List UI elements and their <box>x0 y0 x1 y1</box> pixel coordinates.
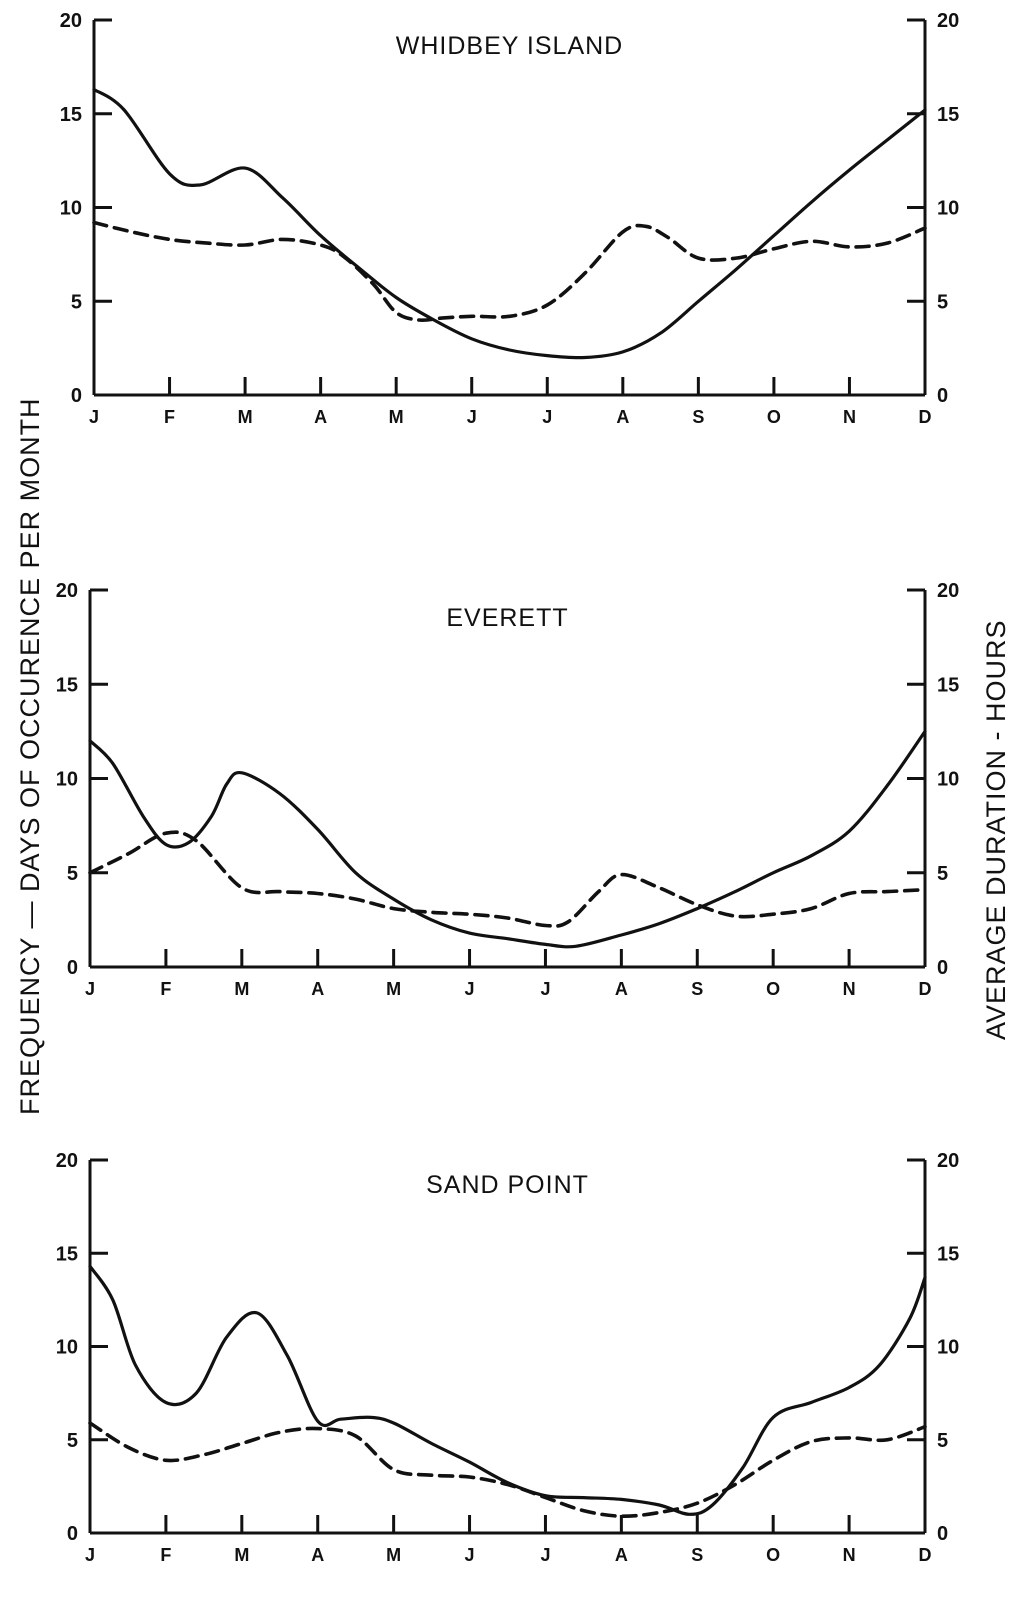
x-tick-label: J <box>89 407 99 427</box>
x-tick-label: N <box>843 1545 856 1565</box>
x-tick-label: F <box>160 979 171 999</box>
dashed-series-line-whidbey <box>92 220 927 323</box>
y-tick-label-right: 10 <box>937 769 959 791</box>
x-tick-label: A <box>616 407 629 427</box>
y-tick-label-left: 10 <box>56 769 78 791</box>
y-tick-label-right: 15 <box>937 104 959 126</box>
y-tick-label-right: 5 <box>937 863 948 885</box>
x-tick-label: O <box>767 407 781 427</box>
y-tick-label-left: 15 <box>60 104 82 126</box>
y-tick-label-left: 0 <box>67 957 78 979</box>
x-tick-label: J <box>465 1545 475 1565</box>
x-tick-label: M <box>238 407 253 427</box>
y-tick-label-left: 20 <box>56 1150 78 1172</box>
dashed-series-line-sand-point <box>88 1421 927 1519</box>
x-tick-label: J <box>465 979 475 999</box>
chart-title-sand-point: SAND POINT <box>426 1171 589 1199</box>
x-tick-label: D <box>919 979 932 999</box>
y-tick-label-right: 5 <box>937 1430 948 1452</box>
chart-panel-everett: 0 0 5 5 10 10 15 15 20 20 J F M A M J J A S O N D EVERETT <box>56 580 960 999</box>
y-tick-label-left: 10 <box>60 198 82 220</box>
y-tick-label-right: 10 <box>937 198 959 220</box>
y-tick-label-right: 0 <box>937 957 948 979</box>
x-tick-label: S <box>691 979 703 999</box>
x-tick-label: D <box>919 1545 932 1565</box>
x-tick-label: M <box>234 1545 249 1565</box>
y-tick-label-left: 20 <box>56 580 78 602</box>
x-tick-label: O <box>766 1545 780 1565</box>
x-tick-label: N <box>843 979 856 999</box>
x-tick-label: M <box>386 1545 401 1565</box>
y-tick-label-right: 20 <box>937 1150 959 1172</box>
x-tick-label: D <box>919 407 932 427</box>
y-tick-label-right: 0 <box>937 1523 948 1545</box>
x-tick-label: J <box>540 1545 550 1565</box>
solid-series-line-sand-point <box>88 1264 927 1516</box>
y-tick-label-right: 10 <box>937 1337 959 1359</box>
y-tick-label-left: 0 <box>71 385 82 407</box>
x-tick-label: F <box>160 1545 171 1565</box>
chart-title-whidbey: WHIDBEY ISLAND <box>396 32 623 60</box>
x-tick-label: A <box>615 1545 628 1565</box>
x-tick-label: M <box>389 407 404 427</box>
y-tick-label-left: 15 <box>56 1243 78 1265</box>
dashed-series-line-everett <box>88 830 927 928</box>
solid-series-line-whidbey <box>92 87 927 360</box>
y-tick-label-left: 15 <box>56 674 78 696</box>
y-tick-label-right: 5 <box>937 291 948 313</box>
x-tick-label: J <box>85 1545 95 1565</box>
y-tick-label-right: 20 <box>937 580 959 602</box>
x-tick-label: A <box>615 979 628 999</box>
x-tick-label: A <box>314 407 327 427</box>
solid-series-line-everett <box>88 729 927 949</box>
x-tick-label: J <box>85 979 95 999</box>
y-tick-label-right: 15 <box>937 674 959 696</box>
x-tick-label: A <box>311 979 324 999</box>
right-axis-label: AVERAGE DURATION - HOURS <box>981 619 1011 1040</box>
y-tick-label-left: 5 <box>67 1430 78 1452</box>
y-tick-label-left: 5 <box>71 291 82 313</box>
chart-panel-sand-point: 0 0 5 5 10 10 15 15 20 20 J F M A M J J A S O N D SAND POINT <box>56 1150 960 1565</box>
chart-title-everett: EVERETT <box>446 604 568 632</box>
y-tick-label-right: 0 <box>937 385 948 407</box>
x-tick-label: A <box>311 1545 324 1565</box>
x-tick-label: O <box>766 979 780 999</box>
x-tick-label: N <box>843 407 856 427</box>
x-tick-label: J <box>540 979 550 999</box>
chart-panel-whidbey: 0 0 5 5 10 10 15 15 20 20 J F M A M J J A S O N D WHIDBEY ISLA… <box>60 10 960 427</box>
x-tick-label: J <box>542 407 552 427</box>
x-tick-label: S <box>691 1545 703 1565</box>
left-axis-label: FREQUENCY — DAYS OF OCCURENCE PER MONTH <box>15 397 45 1115</box>
x-tick-label: M <box>234 979 249 999</box>
x-tick-label: J <box>467 407 477 427</box>
y-tick-label-right: 15 <box>937 1243 959 1265</box>
y-tick-label-left: 10 <box>56 1337 78 1359</box>
y-tick-label-left: 5 <box>67 863 78 885</box>
y-tick-label-left: 20 <box>60 10 82 32</box>
x-tick-label: F <box>164 407 175 427</box>
x-tick-label: M <box>386 979 401 999</box>
y-tick-label-left: 0 <box>67 1523 78 1545</box>
x-tick-label: S <box>692 407 704 427</box>
y-tick-label-right: 20 <box>937 10 959 32</box>
